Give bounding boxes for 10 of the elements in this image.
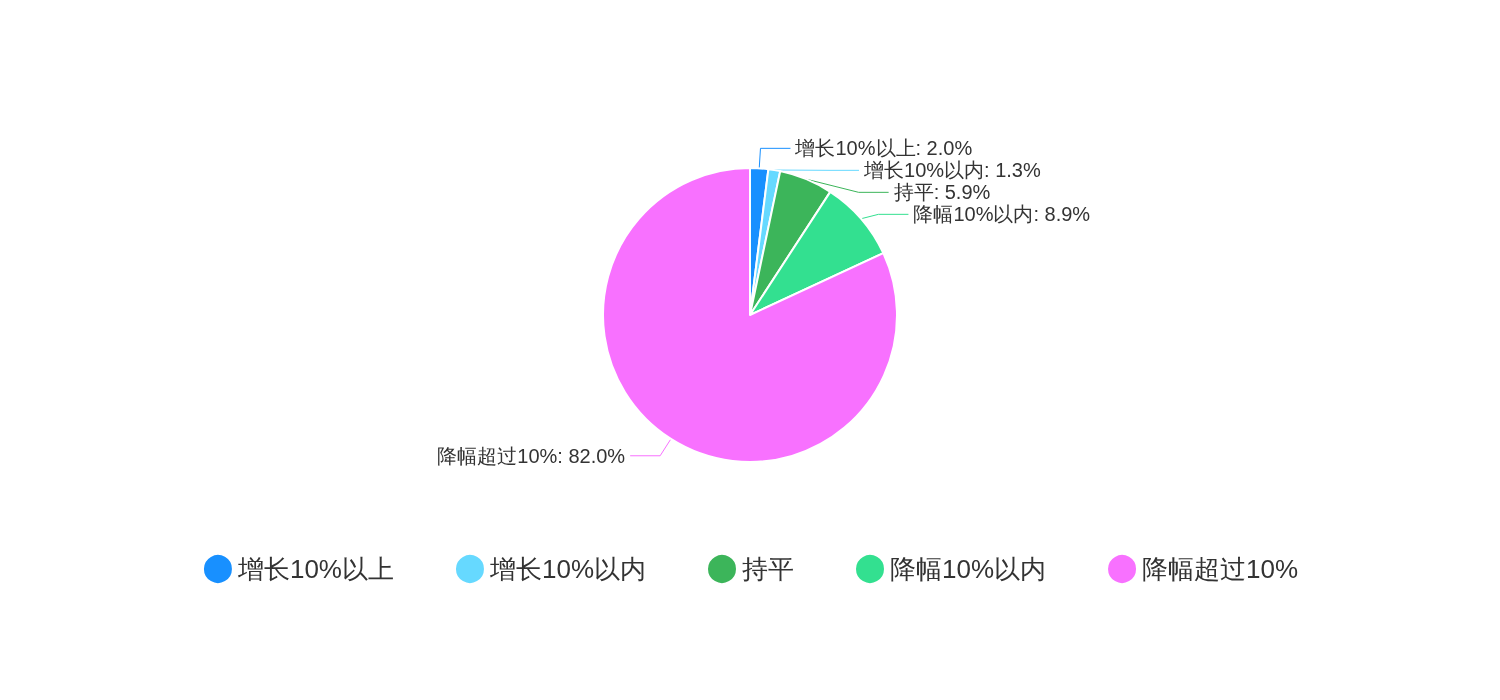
legend-label: 降幅10%以内 <box>890 554 1047 584</box>
data-label: 增长10%以内: 1.3% <box>863 159 1041 182</box>
legend-label: 增长10%以上 <box>236 554 394 584</box>
legend-label: 降幅超过10% <box>1142 554 1299 584</box>
data-label: 降幅超过10%: 82.0% <box>437 444 626 467</box>
data-label: 降幅10%以内: 8.9% <box>913 203 1091 226</box>
legend-label: 增长10%以内 <box>488 554 647 584</box>
data-label: 持平: 5.9% <box>893 181 991 204</box>
legend-label: 持平 <box>742 554 794 584</box>
data-label: 增长10%以上: 2.0% <box>794 137 973 160</box>
